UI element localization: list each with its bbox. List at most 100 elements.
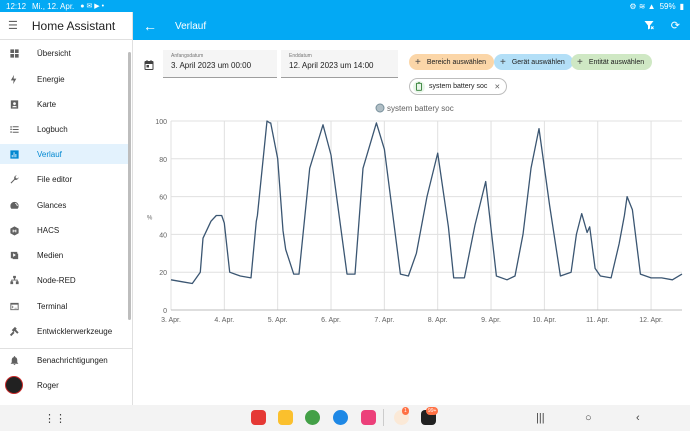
y-tick-label: 0: [163, 308, 167, 315]
notification-badge: 99+: [426, 407, 439, 415]
sidebar-item-logbuch[interactable]: Logbuch: [0, 119, 130, 139]
choose-device-button[interactable]: + Gerät auswählen: [494, 54, 573, 70]
start-date-field[interactable]: Anfangsdatum 3. April 2023 um 00:00: [163, 50, 277, 78]
recents-icon[interactable]: |||: [536, 412, 545, 424]
sidebar-item-karte[interactable]: Karte: [0, 94, 130, 114]
end-date-value: 12. April 2023 um 14:00: [289, 61, 374, 70]
chart-bar-icon: [9, 149, 20, 160]
sidebar-item-label: Karte: [37, 99, 57, 109]
choose-device-label: Gerät auswählen: [511, 58, 565, 66]
back-nav-icon[interactable]: ‹: [636, 412, 640, 424]
y-tick-label: 40: [159, 232, 167, 239]
console-icon: [9, 301, 20, 312]
sidebar-item-node-red[interactable]: Node-RED: [0, 270, 130, 290]
sidebar-item-user[interactable]: Roger: [0, 375, 130, 395]
sidebar-item-label: Roger: [37, 380, 59, 390]
avatar: [5, 376, 23, 394]
sidebar-item-label: Benachrichtigungen: [37, 355, 108, 365]
x-tick-label: 8. Apr.: [428, 317, 448, 324]
menu-collapse-icon[interactable]: ☰: [8, 20, 18, 32]
start-date-label: Anfangsdatum: [171, 53, 204, 59]
list-icon: [9, 124, 20, 135]
main-content: Anfangsdatum 3. April 2023 um 00:00 Endd…: [133, 40, 690, 405]
end-date-field[interactable]: Enddatum 12. April 2023 um 14:00: [281, 50, 398, 78]
sidebar-item-label: Terminal: [37, 301, 68, 311]
plus-icon: +: [500, 56, 506, 68]
hammer-icon: [9, 326, 20, 337]
camera-app-icon[interactable]: [361, 410, 376, 425]
notification-icons: ● ✉ ▶ •: [80, 3, 105, 10]
sidebar-item-energie[interactable]: Energie: [0, 69, 130, 89]
gauge-icon: [9, 200, 20, 211]
grid-icon: [9, 48, 20, 59]
sidebar-divider: [0, 348, 133, 349]
selected-entity-chip[interactable]: system battery soc ✕: [409, 78, 508, 95]
app-drawer-icon[interactable]: ⋮⋮: [44, 413, 66, 425]
end-date-label: Enddatum: [289, 53, 312, 59]
start-date-value: 3. April 2023 um 00:00: [171, 61, 252, 70]
refresh-icon[interactable]: ⟳: [670, 19, 680, 32]
system-nav-bar: ⋮⋮ 1 99+ ||| ○ ‹: [0, 405, 690, 431]
hacs-icon: [9, 225, 20, 236]
sidebar-item-label: Medien: [37, 250, 64, 260]
y-tick-label: 60: [159, 195, 167, 202]
sidebar-item-label: Logbuch: [37, 124, 68, 134]
series-line-0[interactable]: [170, 120, 683, 285]
x-tick-label: 10. Apr.: [533, 317, 557, 324]
sidebar-item-label: Node-RED: [37, 275, 76, 285]
legend-marker[interactable]: [375, 103, 385, 113]
sidebar-item-file-editor[interactable]: File editor: [0, 169, 130, 189]
sidebar-item-verlauf[interactable]: Verlauf: [0, 144, 130, 164]
folder-app-icon[interactable]: [278, 410, 293, 425]
back-arrow-icon[interactable]: ←: [143, 18, 157, 34]
app-bar: ← Verlauf ⟳: [133, 12, 690, 40]
y-tick-label: 80: [159, 157, 167, 164]
x-tick-label: 9. Apr.: [481, 317, 501, 324]
x-tick-label: 7. Apr.: [374, 317, 394, 324]
home-icon[interactable]: ○: [585, 412, 592, 424]
selected-entity-label: system battery soc: [429, 83, 488, 90]
sidebar-item-label: Übersicht: [37, 48, 71, 58]
sitemap-icon: [9, 275, 20, 286]
y-tick-label: 20: [159, 270, 167, 277]
sidebar-item-label: Glances: [37, 200, 67, 210]
messages-app-icon[interactable]: [333, 410, 348, 425]
calendar-icon[interactable]: [143, 58, 155, 70]
x-tick-label: 6. Apr.: [321, 317, 341, 324]
sidebar-scrollbar[interactable]: [128, 52, 131, 320]
choose-entity-button[interactable]: + Entität auswählen: [571, 54, 653, 70]
status-time: 12:12: [6, 1, 27, 11]
x-tick-label: 12. Apr.: [639, 317, 663, 324]
x-tick-label: 11. Apr.: [586, 317, 609, 324]
sidebar-item-terminal[interactable]: Terminal: [0, 296, 130, 316]
status-bar: 12:12 Mi., 12. Apr. ● ✉ ▶ • ⚙ ≋ ▲ 59% ▮: [0, 0, 690, 12]
page-title: Verlauf: [175, 20, 207, 32]
sidebar-item-notifications[interactable]: Benachrichtigungen: [0, 350, 130, 370]
remove-entity-icon[interactable]: ✕: [494, 83, 501, 91]
app-icon-1[interactable]: [251, 410, 266, 425]
choose-entity-label: Entität auswählen: [588, 58, 645, 66]
legend-label[interactable]: system battery soc: [387, 104, 454, 113]
play-box-icon: [9, 250, 20, 261]
sidebar-item-glances[interactable]: Glances: [0, 195, 130, 215]
sidebar-item-entwicklerwerkzeuge[interactable]: Entwicklerwerkzeuge: [0, 321, 130, 341]
signal-icon: ⚙ ≋ ▲: [629, 1, 656, 11]
map-person-icon: [9, 99, 20, 110]
sidebar: ☰ Home Assistant Übersicht Energie Karte Lo…: [0, 12, 133, 405]
filter-remove-icon[interactable]: [643, 19, 655, 34]
sidebar-item-label: Energie: [37, 74, 65, 84]
choose-area-button[interactable]: + Bereich auswählen: [409, 54, 494, 70]
notification-badge: 1: [402, 407, 409, 415]
sidebar-item-hacs[interactable]: HACS: [0, 220, 130, 240]
status-date: Mi., 12. Apr.: [32, 1, 75, 11]
sidebar-item-medien[interactable]: Medien: [0, 245, 130, 265]
sidebar-item-label: HACS: [37, 225, 60, 235]
x-tick-label: 4. Apr.: [214, 317, 234, 324]
phone-app-icon[interactable]: [305, 410, 320, 425]
sidebar-header: ☰ Home Assistant: [0, 12, 132, 40]
sidebar-item-übersicht[interactable]: Übersicht: [0, 43, 130, 63]
lightning-icon: [9, 74, 20, 85]
x-tick-label: 3. Apr.: [161, 317, 181, 324]
battery-icon: ▮: [679, 1, 684, 11]
sidebar-item-label: Verlauf: [37, 149, 62, 159]
